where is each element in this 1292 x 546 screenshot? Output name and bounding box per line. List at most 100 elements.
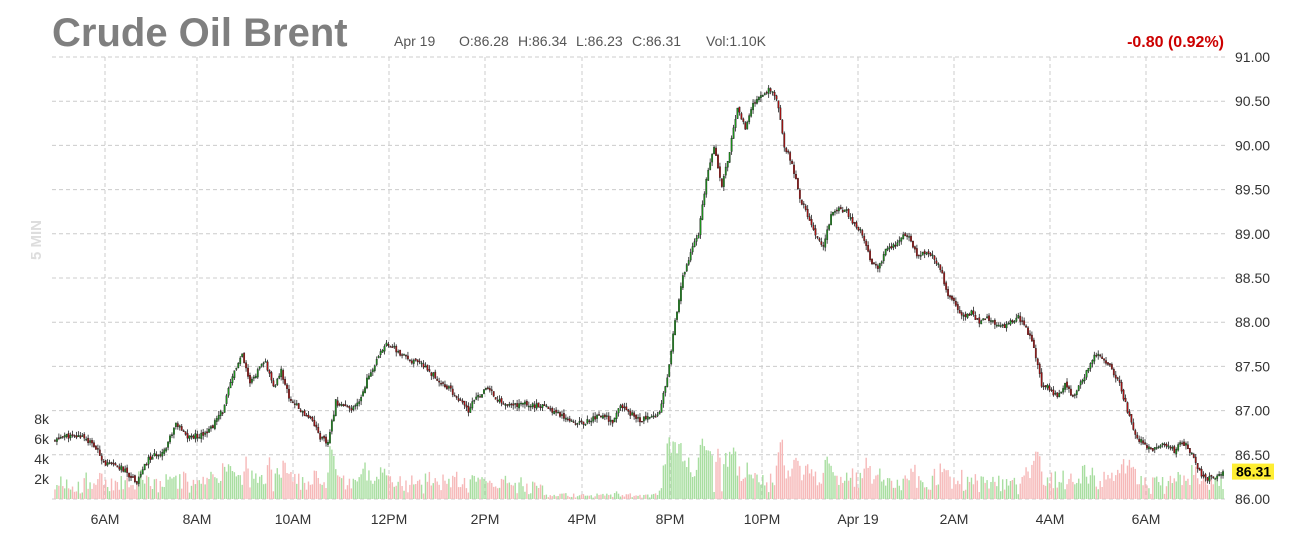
volume-bar bbox=[760, 484, 762, 499]
candle-down bbox=[1038, 363, 1041, 374]
volume-bar bbox=[262, 484, 265, 499]
candle-up bbox=[153, 453, 156, 457]
candle-up bbox=[252, 376, 255, 379]
candle-up bbox=[609, 419, 612, 422]
interval-label: 5 MIN bbox=[28, 220, 45, 260]
candle-up bbox=[826, 229, 829, 240]
volume-bar bbox=[218, 482, 220, 499]
candle-up bbox=[225, 395, 228, 404]
volume-bar bbox=[664, 464, 667, 499]
candle-up bbox=[880, 261, 883, 264]
candle-down bbox=[839, 207, 842, 210]
volume-bar bbox=[1066, 484, 1068, 499]
volume-bar bbox=[79, 493, 82, 499]
volume-bar bbox=[734, 451, 737, 499]
candle-down bbox=[1120, 382, 1123, 392]
volume-bar bbox=[118, 489, 121, 499]
candle-up bbox=[518, 403, 520, 409]
candle-down bbox=[740, 113, 743, 120]
last-price-label: 86.31 bbox=[1236, 464, 1271, 480]
volume-bar bbox=[481, 477, 483, 499]
volume-bar bbox=[120, 476, 122, 499]
candle-up bbox=[366, 377, 368, 389]
candle-up bbox=[837, 207, 840, 212]
volume-bar bbox=[323, 482, 325, 499]
candle-down bbox=[549, 408, 552, 410]
candle-down bbox=[738, 106, 741, 113]
candle-down bbox=[914, 246, 916, 250]
volume-bar bbox=[440, 490, 442, 499]
volume-bar bbox=[816, 485, 819, 499]
ohlc-low: L:86.23 bbox=[576, 33, 623, 49]
volume-bar bbox=[1074, 484, 1076, 499]
candle-down bbox=[118, 466, 121, 470]
candle-down bbox=[291, 401, 294, 403]
volume-bar bbox=[781, 439, 784, 499]
volume-bar bbox=[75, 491, 78, 499]
volume-bar bbox=[184, 473, 187, 499]
candle-down bbox=[1138, 438, 1141, 442]
volume-bar bbox=[110, 478, 113, 499]
volume-bar bbox=[101, 473, 103, 499]
volume-bar bbox=[362, 468, 364, 499]
candle-up bbox=[1091, 359, 1094, 364]
candle-up bbox=[190, 435, 193, 438]
candle-down bbox=[814, 228, 817, 236]
candle-down bbox=[1105, 360, 1107, 364]
candle-up bbox=[756, 99, 758, 104]
volume-bar bbox=[461, 484, 464, 499]
volume-tick-label: 4k bbox=[34, 451, 50, 467]
candle-up bbox=[761, 95, 764, 97]
volume-bar bbox=[290, 472, 292, 499]
volume-bar bbox=[912, 471, 914, 499]
volume-bar bbox=[572, 493, 575, 499]
candle-up bbox=[229, 382, 232, 389]
candle-up bbox=[680, 286, 682, 302]
volume-bar bbox=[686, 467, 688, 499]
y-tick-label: 86.00 bbox=[1235, 491, 1270, 507]
volume-bar bbox=[604, 495, 606, 499]
volume-bar bbox=[787, 470, 789, 499]
candle-down bbox=[346, 405, 349, 408]
volume-bar bbox=[167, 479, 169, 499]
candle-up bbox=[278, 375, 281, 379]
candle-up bbox=[393, 345, 396, 348]
candle-down bbox=[317, 427, 320, 433]
volume-bar bbox=[459, 487, 462, 499]
volume-bar bbox=[621, 495, 624, 499]
candle-up bbox=[163, 449, 166, 454]
candle-down bbox=[155, 453, 158, 457]
candle-down bbox=[568, 418, 571, 422]
volume-bar bbox=[1056, 487, 1058, 499]
candle-down bbox=[775, 95, 778, 100]
volume-bar bbox=[165, 474, 167, 499]
volume-bar bbox=[272, 491, 275, 499]
volume-bar bbox=[1081, 465, 1084, 499]
volume-bar bbox=[908, 480, 910, 499]
candle-up bbox=[748, 115, 751, 123]
volume-bar bbox=[1187, 478, 1189, 499]
candle-up bbox=[447, 386, 450, 389]
candle-up bbox=[681, 275, 684, 288]
volume-bar bbox=[97, 479, 99, 499]
volume-bar bbox=[1099, 480, 1101, 499]
candle-down bbox=[1025, 325, 1027, 328]
volume-bar bbox=[436, 481, 438, 499]
x-tick-label: 6AM bbox=[91, 511, 120, 527]
candle-down bbox=[1052, 389, 1055, 396]
volume-bar bbox=[496, 488, 499, 499]
volume-bar bbox=[1011, 480, 1014, 499]
candle-down bbox=[742, 118, 745, 122]
candle-down bbox=[221, 412, 224, 414]
candle-up bbox=[1079, 381, 1082, 386]
candle-up bbox=[1220, 474, 1222, 476]
candle-down bbox=[145, 464, 148, 466]
candle-down bbox=[875, 264, 877, 266]
volume-bar bbox=[142, 479, 144, 499]
volume-bar bbox=[652, 493, 655, 499]
candle-down bbox=[978, 317, 981, 324]
volume-bar bbox=[645, 494, 647, 499]
candle-up bbox=[362, 391, 364, 397]
candle-up bbox=[334, 399, 337, 416]
volume-bar bbox=[208, 479, 210, 499]
